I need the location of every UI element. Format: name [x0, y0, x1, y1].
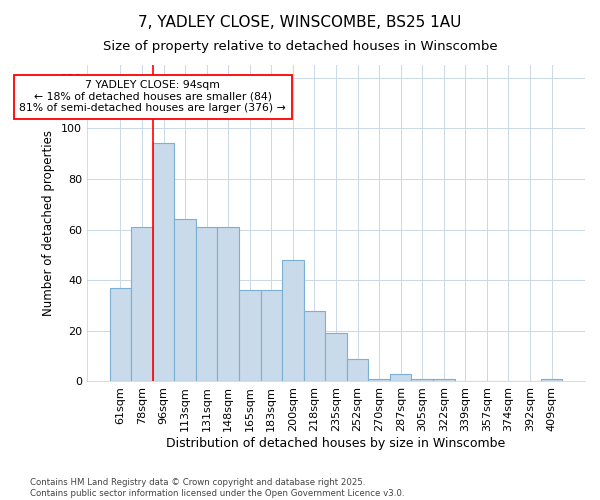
Text: Size of property relative to detached houses in Winscombe: Size of property relative to detached ho… — [103, 40, 497, 53]
Bar — [131, 227, 153, 382]
Bar — [217, 227, 239, 382]
Text: 7, YADLEY CLOSE, WINSCOMBE, BS25 1AU: 7, YADLEY CLOSE, WINSCOMBE, BS25 1AU — [139, 15, 461, 30]
Text: 7 YADLEY CLOSE: 94sqm
← 18% of detached houses are smaller (84)
81% of semi-deta: 7 YADLEY CLOSE: 94sqm ← 18% of detached … — [19, 80, 286, 114]
Bar — [239, 290, 260, 382]
Text: Contains HM Land Registry data © Crown copyright and database right 2025.
Contai: Contains HM Land Registry data © Crown c… — [30, 478, 404, 498]
Bar — [196, 227, 217, 382]
Bar — [282, 260, 304, 382]
Bar — [433, 379, 455, 382]
Bar — [153, 144, 174, 382]
Bar — [174, 220, 196, 382]
Bar — [260, 290, 282, 382]
Bar — [347, 358, 368, 382]
Bar — [541, 379, 562, 382]
Bar — [110, 288, 131, 382]
X-axis label: Distribution of detached houses by size in Winscombe: Distribution of detached houses by size … — [166, 437, 506, 450]
Bar — [412, 379, 433, 382]
Bar — [390, 374, 412, 382]
Y-axis label: Number of detached properties: Number of detached properties — [43, 130, 55, 316]
Bar — [325, 334, 347, 382]
Bar — [304, 310, 325, 382]
Bar — [368, 379, 390, 382]
